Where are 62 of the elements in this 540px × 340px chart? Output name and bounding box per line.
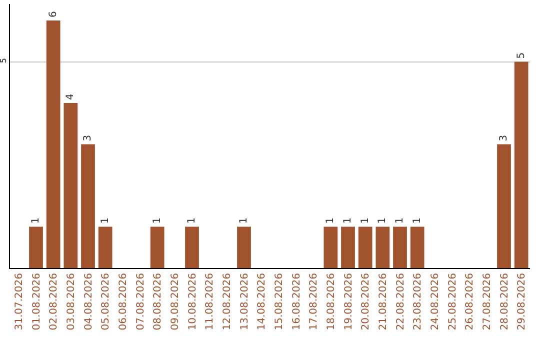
bar bbox=[376, 226, 390, 268]
data-label: 1 bbox=[342, 217, 354, 224]
x-tick-label: 29.08.2026 bbox=[516, 273, 528, 330]
x-tick-label: 17.08.2026 bbox=[308, 273, 320, 330]
bar bbox=[64, 103, 78, 268]
data-label: 1 bbox=[360, 217, 371, 224]
x-tick-label: 19.08.2026 bbox=[343, 273, 354, 330]
x-tick-label: 02.08.2026 bbox=[48, 273, 60, 330]
x-tick-label: 08.08.2026 bbox=[152, 273, 164, 330]
data-label: 1 bbox=[186, 217, 198, 224]
data-label: 1 bbox=[325, 217, 336, 224]
x-tick-label: 01.08.2026 bbox=[31, 273, 42, 330]
x-tick-label: 16.08.2026 bbox=[291, 273, 302, 330]
x-tick-label: 15.08.2026 bbox=[274, 273, 285, 330]
data-label: 3 bbox=[82, 134, 94, 142]
data-label: 4 bbox=[65, 94, 76, 100]
x-tick-label: 13.08.2026 bbox=[239, 273, 250, 330]
data-label: 3 bbox=[498, 134, 510, 142]
bar bbox=[393, 226, 407, 268]
bar bbox=[497, 144, 511, 268]
data-label: 1 bbox=[30, 217, 42, 224]
bar bbox=[341, 226, 355, 268]
x-tick-label: 04.08.2026 bbox=[83, 273, 94, 330]
data-label: 1 bbox=[377, 217, 388, 224]
x-tick-label: 06.08.2026 bbox=[118, 273, 129, 330]
x-tick-label: 23.08.2026 bbox=[412, 273, 424, 330]
x-tick-label: 28.08.2026 bbox=[499, 273, 510, 330]
bar bbox=[324, 226, 338, 268]
x-tick-label: 27.08.2026 bbox=[482, 273, 493, 330]
x-tick-label: 24.08.2026 bbox=[430, 273, 441, 330]
data-label: 1 bbox=[152, 217, 163, 224]
bar bbox=[29, 226, 43, 268]
x-tick-label: 26.08.2026 bbox=[464, 273, 476, 330]
x-tick-label: 11.08.2026 bbox=[204, 273, 216, 330]
bar bbox=[185, 226, 199, 268]
x-tick-label: 31.07.2026 bbox=[14, 273, 25, 330]
bar bbox=[358, 226, 372, 268]
data-label: 1 bbox=[238, 217, 250, 224]
x-tick-label: 10.08.2026 bbox=[187, 273, 198, 330]
x-tick-label: 21.08.2026 bbox=[378, 273, 389, 330]
x-tick-label: 20.08.2026 bbox=[360, 273, 372, 330]
bar bbox=[514, 62, 528, 268]
bar bbox=[81, 144, 95, 268]
data-label: 1 bbox=[394, 217, 406, 224]
data-label: 6 bbox=[48, 11, 59, 18]
bar bbox=[410, 226, 424, 268]
x-tick-label: 05.08.2026 bbox=[100, 273, 112, 330]
bar bbox=[150, 226, 164, 268]
x-tick-label: 12.08.2026 bbox=[222, 273, 233, 330]
x-tick-label: 07.08.2026 bbox=[135, 273, 146, 330]
x-tick-label: 14.08.2026 bbox=[256, 273, 268, 330]
bar bbox=[98, 226, 112, 268]
x-tick-label: 18.08.2026 bbox=[326, 273, 337, 330]
data-label: 1 bbox=[412, 217, 423, 224]
data-label: 5 bbox=[516, 52, 527, 59]
bar bbox=[237, 226, 251, 268]
bar bbox=[46, 20, 60, 268]
x-tick-label: 22.08.2026 bbox=[395, 273, 406, 330]
data-label: 1 bbox=[100, 217, 111, 224]
x-tick-label: 03.08.2026 bbox=[66, 273, 77, 330]
x-tick-label: 09.08.2026 bbox=[170, 273, 181, 330]
x-tick-label: 25.08.2026 bbox=[447, 273, 458, 330]
